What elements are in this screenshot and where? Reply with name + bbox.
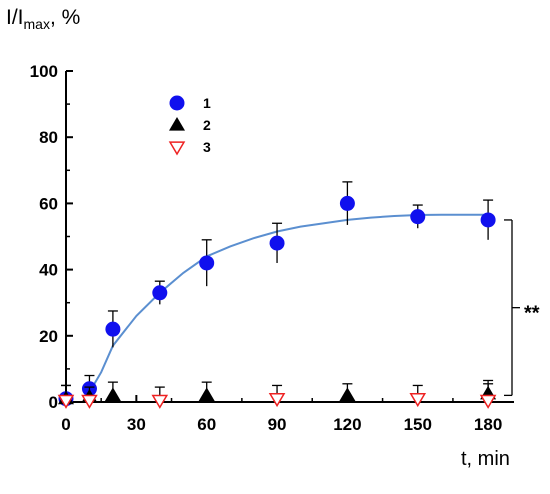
data-point-series-1 (269, 235, 285, 251)
data-point-series-2 (104, 387, 121, 401)
y-tick-label: 40 (39, 261, 58, 280)
data-point-series-1 (410, 209, 426, 225)
y-tick-label: 20 (39, 327, 58, 346)
y-tick-label: 100 (30, 62, 58, 81)
y-axis-label: I/Imax, % (6, 6, 80, 32)
x-tick-label: 0 (61, 415, 70, 434)
x-tick-label: 180 (474, 415, 502, 434)
data-point-series-3 (151, 394, 169, 409)
y-tick-label: 60 (39, 194, 58, 213)
x-tick-label: 90 (268, 415, 287, 434)
x-tick-label: 150 (404, 415, 432, 434)
data-point-series-1 (152, 285, 168, 301)
legend-label-series-2: 2 (203, 117, 211, 133)
y-axis-label-tail: , % (49, 6, 81, 29)
data-point-series-1 (199, 255, 215, 271)
x-axis-label: t, min (461, 448, 510, 470)
data-point-series-3 (409, 393, 427, 408)
data-point-series-2 (198, 387, 215, 401)
y-tick-label: 80 (39, 128, 58, 147)
legend-marker-series-1 (169, 95, 185, 111)
y-axis-label-main: I/I (6, 6, 24, 29)
significance-label: ** (524, 303, 540, 325)
data-point-series-3 (268, 393, 286, 408)
data-point-series-2 (339, 387, 356, 401)
legend-marker-series-2 (169, 117, 185, 131)
data-point-series-1 (339, 195, 355, 211)
x-tick-label: 120 (333, 415, 361, 434)
fit-curve-series-1 (88, 213, 489, 393)
legend-label-series-1: 1 (203, 95, 211, 111)
y-axis-label-sub: max (23, 16, 50, 33)
data-point-series-3 (57, 394, 75, 409)
legend-marker-series-3 (168, 141, 186, 156)
data-point-series-1 (480, 212, 496, 228)
y-tick-label: 0 (49, 393, 58, 412)
x-tick-label: 30 (127, 415, 146, 434)
x-tick-label: 60 (197, 415, 216, 434)
data-point-series-1 (105, 321, 121, 337)
data-point-series-3 (81, 394, 98, 409)
legend-label-series-3: 3 (203, 139, 211, 155)
data-point-series-3 (479, 394, 497, 409)
